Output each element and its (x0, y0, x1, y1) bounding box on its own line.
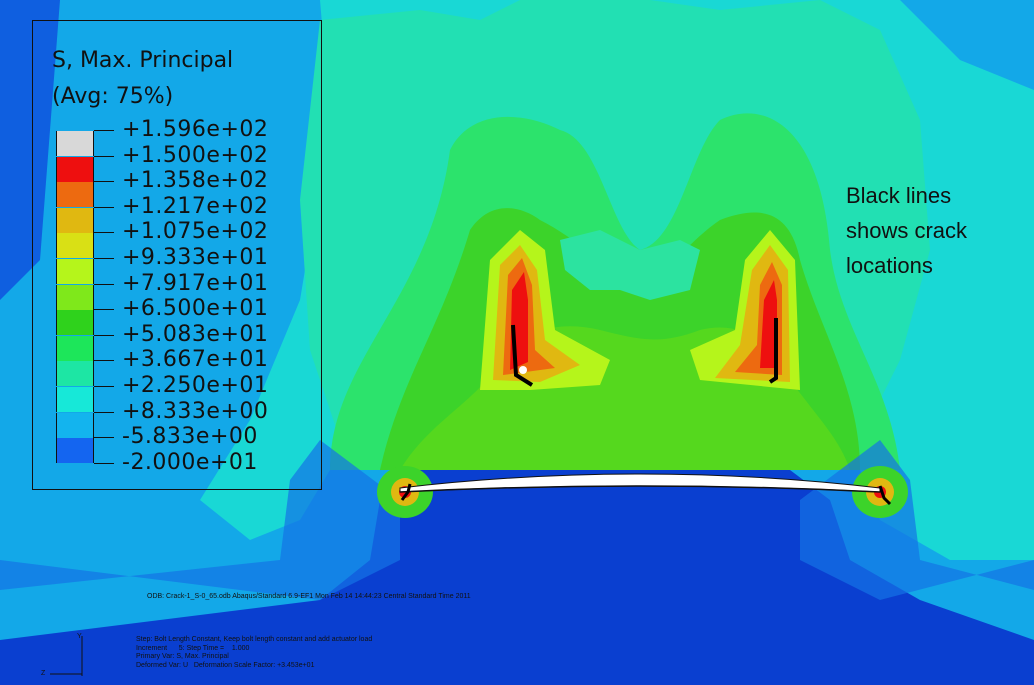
crack-annotation: Black lines shows crack locations (846, 183, 968, 278)
legend-label: +1.358e+02 (122, 168, 269, 194)
legend-tick (94, 155, 114, 157)
legend-label: +1.500e+02 (122, 142, 269, 168)
legend-swatch (56, 156, 94, 182)
legend-label: +9.333e+01 (122, 245, 269, 270)
legend-swatch (56, 182, 94, 208)
legend-tick (94, 258, 114, 259)
legend-label: +5.083e+01 (122, 321, 269, 347)
legend-label: -5.833e+00 (122, 424, 258, 450)
legend-swatch (56, 412, 94, 438)
legend-label: +3.667e+01 (122, 347, 269, 373)
legend-swatch (56, 284, 94, 310)
legend-swatch (56, 387, 94, 412)
legend-tick (94, 462, 114, 464)
step-info-block: Step: Bolt Length Constant, Keep bolt le… (136, 636, 372, 670)
legend-tick (94, 206, 114, 208)
legend-swatch (56, 361, 94, 387)
legend-swatch (56, 207, 94, 233)
legend-label: +1.217e+02 (122, 193, 269, 219)
legend-label: +7.917e+01 (122, 270, 269, 296)
legend-tick (94, 360, 114, 362)
legend-tick (94, 181, 114, 183)
legend-label: +2.250e+01 (122, 373, 269, 398)
triad-z-label: Z (41, 670, 46, 677)
legend-tick (94, 309, 114, 311)
legend-swatch (56, 310, 94, 336)
legend-tick (94, 232, 114, 234)
legend-tick (94, 283, 114, 285)
legend-swatch (56, 259, 94, 284)
legend-box (32, 20, 322, 490)
deformed-var-line: Deformed Var: U Deformation Scale Factor… (136, 661, 315, 669)
legend-label: +1.596e+02 (122, 117, 269, 142)
legend-swatch (56, 233, 94, 259)
primary-var-line: Primary Var: S, Max. Principal (136, 653, 229, 660)
triad-y-label: Y (77, 633, 82, 640)
legend-label: +1.075e+02 (122, 219, 269, 245)
odb-info-line: ODB: Crack-1_S-0_65.odb Abaqus/Standard … (147, 593, 471, 600)
legend-tick (94, 334, 114, 336)
legend-swatch (56, 335, 94, 361)
legend-tick (94, 386, 114, 387)
step-line: Step: Bolt Length Constant, Keep bolt le… (136, 636, 373, 643)
legend-tick (94, 437, 114, 439)
legend-label: -2.000e+01 (122, 449, 258, 475)
legend-swatch (56, 131, 94, 156)
increment-line: Increment 5: Step Time = 1.000 (136, 644, 250, 652)
legend-tick (94, 130, 114, 131)
legend-label: +8.333e+00 (122, 398, 269, 424)
legend-swatch (56, 438, 94, 464)
legend-title: S, Max. Principal (52, 48, 234, 73)
legend-label: +6.500e+01 (122, 296, 269, 322)
legend-tick (94, 411, 114, 413)
legend-subtitle: (Avg: 75%) (52, 84, 174, 109)
